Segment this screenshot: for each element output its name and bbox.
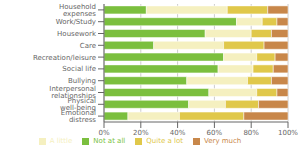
svg-text:Care: Care xyxy=(80,42,96,50)
svg-text:Householdexpenses: Householdexpenses xyxy=(59,3,96,18)
svg-text:Housework: Housework xyxy=(57,30,97,38)
svg-text:100%: 100% xyxy=(278,129,292,137)
svg-text:Emotionaldistress: Emotionaldistress xyxy=(61,109,97,124)
svg-text:60%: 60% xyxy=(207,129,223,137)
svg-text:Recreation/leisure: Recreation/leisure xyxy=(33,54,96,62)
svg-text:Work/Study: Work/Study xyxy=(56,18,96,26)
svg-text:40%: 40% xyxy=(170,129,186,137)
svg-text:80%: 80% xyxy=(243,129,259,137)
svg-text:Bullying: Bullying xyxy=(68,77,96,85)
svg-text:Social life: Social life xyxy=(62,65,96,73)
svg-text:20%: 20% xyxy=(133,129,149,137)
svg-text:0%: 0% xyxy=(98,129,109,137)
